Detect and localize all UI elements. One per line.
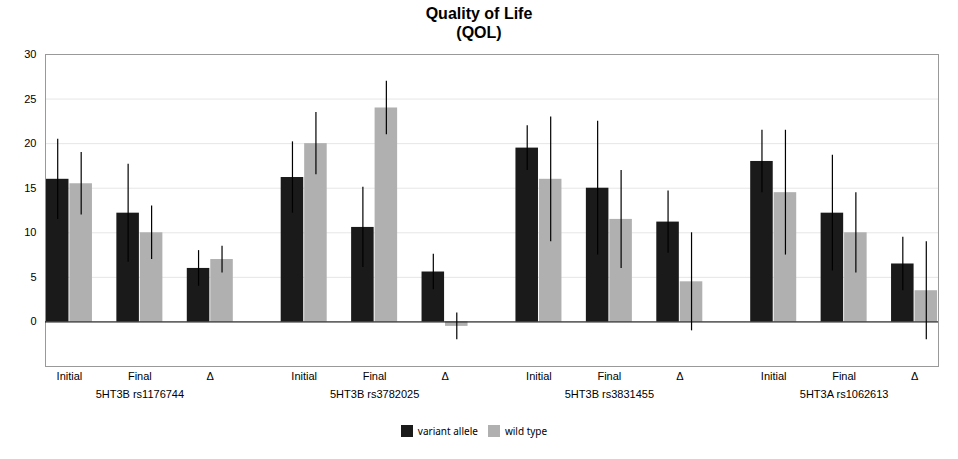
svg-text:Final: Final (363, 370, 387, 382)
svg-text:5HT3B rs3831455: 5HT3B rs3831455 (565, 388, 654, 400)
svg-text:Δ: Δ (441, 370, 449, 382)
svg-text:5HT3B rs1176744: 5HT3B rs1176744 (96, 388, 184, 400)
svg-text:30: 30 (24, 48, 36, 60)
svg-text:20: 20 (24, 137, 36, 149)
svg-text:5HT3B rs3782025: 5HT3B rs3782025 (330, 388, 419, 400)
svg-text:Initial: Initial (761, 370, 787, 382)
html-text:variant allele: variant allele (417, 423, 478, 438)
svg-text:Initial: Initial (526, 370, 552, 382)
svg-text:Final: Final (832, 370, 856, 382)
svg-text:10: 10 (24, 226, 36, 238)
svg-text:5: 5 (30, 271, 36, 283)
svg-text:Initial: Initial (57, 370, 83, 382)
svg-text:0: 0 (30, 315, 36, 327)
svg-text:15: 15 (24, 182, 36, 194)
svg-text:Δ: Δ (911, 370, 919, 382)
svg-text:Δ: Δ (676, 370, 684, 382)
svg-text:Final: Final (128, 370, 152, 382)
html-text:Quality of Life (QOL): Quality of Life (QOL) (425, 5, 533, 41)
svg-text:5HT3A rs1062613: 5HT3A rs1062613 (800, 388, 889, 400)
html-text:wild type: wild type (504, 423, 548, 438)
svg-text:Initial: Initial (291, 370, 317, 382)
svg-text:Δ: Δ (207, 370, 215, 382)
svg-text:Final: Final (597, 370, 621, 382)
svg-text:25: 25 (24, 93, 36, 105)
